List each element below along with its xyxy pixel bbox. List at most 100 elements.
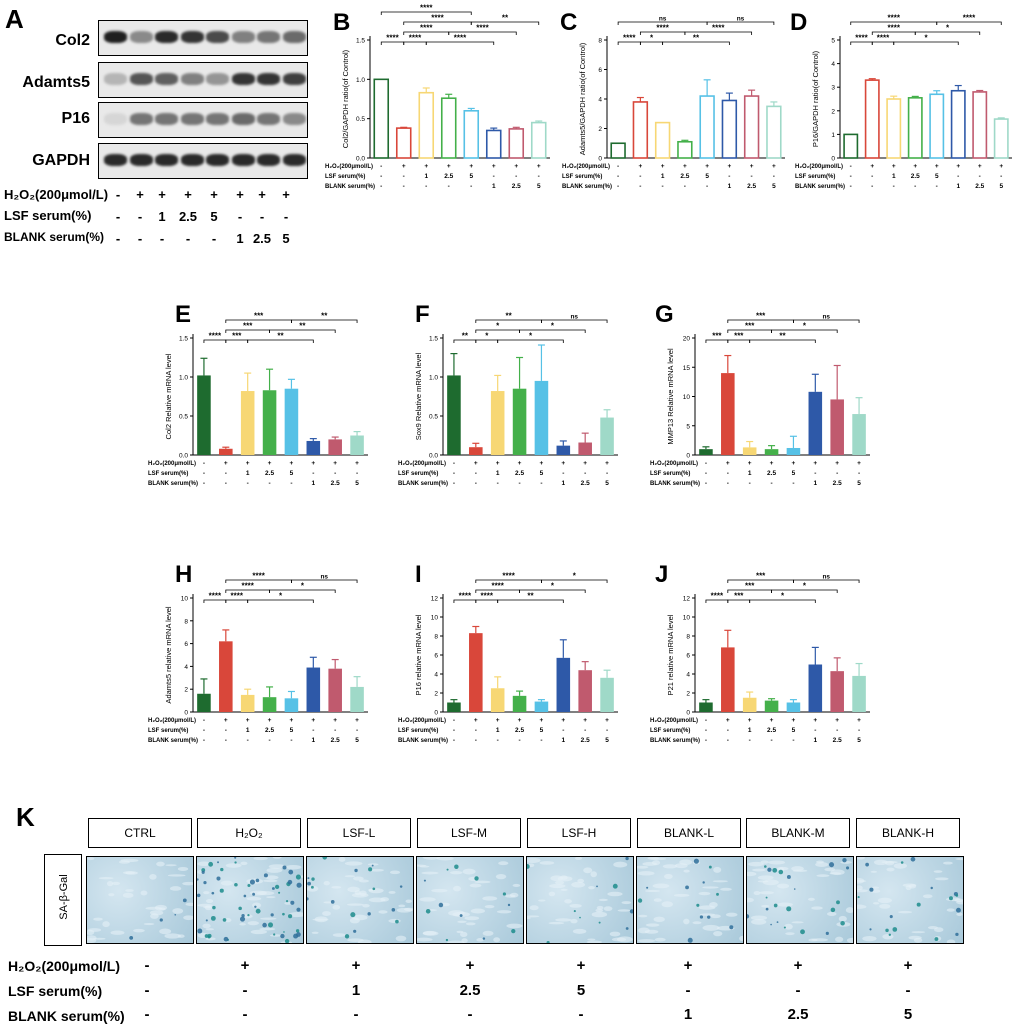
cell-texture bbox=[911, 931, 926, 934]
y-tick-label: 12 bbox=[431, 596, 439, 603]
stain-dot bbox=[773, 903, 778, 908]
sig-bracket bbox=[291, 579, 358, 583]
k-symbol: + bbox=[793, 957, 803, 974]
cell-texture bbox=[493, 937, 501, 943]
stain-dot bbox=[770, 923, 772, 926]
cell-texture bbox=[559, 875, 568, 880]
condition-label: LSF serum(%) bbox=[148, 728, 188, 734]
blot-band bbox=[180, 113, 204, 125]
sig-label: * bbox=[551, 322, 555, 331]
cell-texture bbox=[284, 901, 293, 905]
sig-bracket bbox=[793, 579, 860, 583]
y-tick-label: 10 bbox=[181, 596, 189, 603]
y-axis-label: P16 relative mRNA level bbox=[414, 614, 423, 695]
cell-texture bbox=[647, 857, 660, 860]
cell-texture bbox=[683, 918, 690, 925]
bar bbox=[556, 445, 571, 455]
cell-texture bbox=[590, 871, 597, 878]
bar bbox=[699, 449, 713, 455]
condition-label: LSF serum(%) bbox=[325, 174, 365, 180]
cell-texture bbox=[482, 930, 494, 936]
cell-texture bbox=[664, 873, 673, 880]
y-tick-label: 6 bbox=[184, 641, 188, 648]
blot-band bbox=[257, 73, 280, 85]
sig-label: ns bbox=[822, 574, 830, 581]
cell-texture bbox=[98, 876, 114, 880]
condition-symbol: + bbox=[355, 460, 359, 467]
bar bbox=[766, 105, 782, 159]
y-axis-label: Adamts5 relative mRNA level bbox=[164, 606, 173, 703]
cell-texture bbox=[431, 888, 448, 893]
condition-symbol: - bbox=[639, 183, 641, 190]
sig-label: *** bbox=[734, 592, 744, 601]
condition-symbol: - bbox=[448, 183, 450, 190]
condition-label: H₂O₂(200μmol/L) bbox=[148, 718, 196, 724]
stain-dot bbox=[278, 891, 281, 894]
bar bbox=[764, 700, 779, 712]
y-tick-label: 0.0 bbox=[356, 156, 365, 163]
condition-symbol: - bbox=[705, 727, 707, 734]
stain-dots bbox=[637, 857, 743, 943]
stain-dots bbox=[87, 857, 193, 943]
condition-symbol: - bbox=[475, 470, 477, 477]
cell-texture bbox=[621, 901, 632, 905]
blot-p16 bbox=[98, 102, 308, 138]
cell-texture bbox=[351, 892, 369, 898]
cell-texture bbox=[956, 900, 963, 905]
condition-symbol: - bbox=[380, 163, 382, 170]
cell-texture bbox=[266, 896, 276, 899]
condition-symbol: + bbox=[748, 460, 752, 467]
cell-texture bbox=[943, 861, 953, 865]
condition-symbol: - bbox=[334, 727, 336, 734]
condition-symbol: + bbox=[290, 460, 294, 467]
sig-label: **** bbox=[209, 332, 222, 341]
cell-texture bbox=[642, 862, 658, 866]
condition-symbol: + bbox=[561, 460, 565, 467]
condition-symbol: + bbox=[268, 717, 272, 724]
cell-texture bbox=[768, 860, 786, 865]
cell-texture bbox=[263, 879, 278, 883]
cell-texture bbox=[857, 857, 865, 860]
blot-band bbox=[206, 73, 229, 85]
a-symbol: - bbox=[237, 209, 243, 224]
cell-texture bbox=[871, 886, 880, 889]
condition-symbol: - bbox=[705, 470, 707, 477]
stain-dot bbox=[625, 927, 629, 930]
stain-dot bbox=[830, 907, 836, 913]
cell-texture bbox=[112, 881, 120, 886]
stain-dot bbox=[772, 867, 778, 873]
stain-dot bbox=[197, 878, 199, 881]
condition-symbol: - bbox=[728, 173, 730, 180]
bar bbox=[600, 417, 614, 455]
sig-label: ** bbox=[506, 312, 513, 321]
stain-dot bbox=[836, 900, 840, 905]
cell-texture bbox=[827, 911, 837, 916]
bar bbox=[677, 140, 693, 159]
condition-symbol: 1 bbox=[246, 727, 250, 734]
stain-dot bbox=[159, 918, 163, 922]
blot-band bbox=[155, 31, 178, 43]
cell-texture bbox=[857, 904, 867, 909]
blot-band bbox=[129, 154, 153, 166]
cell-texture bbox=[398, 904, 406, 908]
condition-symbol: + bbox=[246, 460, 250, 467]
group-label-7: BLANK-H bbox=[856, 818, 960, 848]
cell-texture bbox=[777, 883, 790, 889]
condition-symbol: 2.5 bbox=[581, 480, 590, 487]
condition-symbol: 2.5 bbox=[331, 480, 340, 487]
condition-symbol: - bbox=[584, 727, 586, 734]
stain-dot bbox=[205, 919, 208, 922]
cell-texture bbox=[169, 886, 182, 891]
cell-texture bbox=[835, 936, 844, 942]
cell-texture bbox=[933, 870, 943, 873]
k-symbol: - bbox=[144, 1006, 150, 1023]
stain-dot bbox=[889, 915, 893, 919]
cell-texture bbox=[564, 899, 572, 904]
sig-label: ns bbox=[320, 574, 328, 581]
stain-dot bbox=[129, 935, 134, 940]
a-lsf-label: LSF serum(%) bbox=[4, 208, 92, 223]
cell-texture bbox=[264, 875, 279, 880]
cell-texture bbox=[495, 873, 507, 880]
condition-symbol: 1 bbox=[492, 183, 496, 190]
condition-symbol: + bbox=[638, 163, 642, 170]
